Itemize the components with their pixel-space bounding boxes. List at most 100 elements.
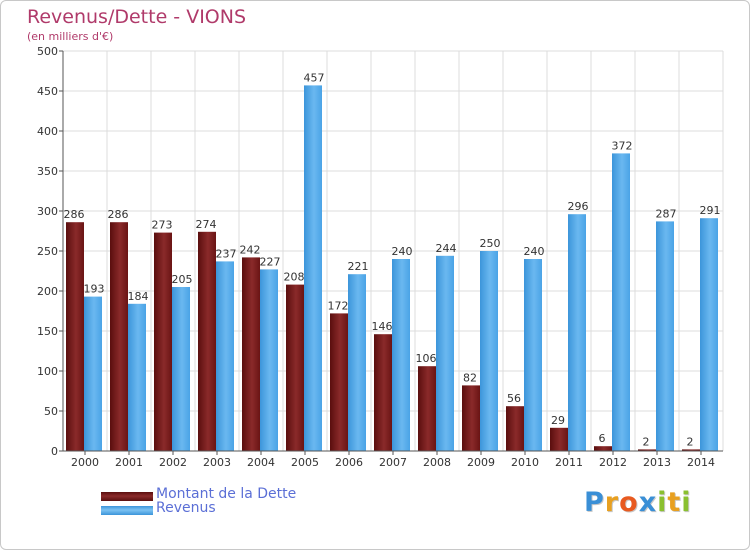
- data-label-debt: 29: [551, 414, 565, 427]
- data-label-debt: 172: [328, 299, 349, 312]
- y-tick-label: 500: [37, 45, 58, 58]
- legend-swatch-debt: [101, 492, 153, 501]
- logo-letter: o: [619, 487, 639, 518]
- data-label-revenus: 296: [568, 200, 589, 213]
- y-tick-label: 100: [37, 365, 58, 378]
- data-label-debt: 208: [284, 271, 305, 284]
- data-label-debt: 286: [108, 208, 129, 221]
- logo-letter: r: [604, 487, 620, 518]
- bar-debt: [154, 232, 172, 451]
- bar-revenus: [612, 153, 630, 451]
- y-tick-label: 250: [37, 245, 58, 258]
- data-label-revenus: 240: [392, 245, 413, 258]
- y-tick-label: 0: [51, 445, 58, 458]
- bar-revenus: [172, 287, 190, 451]
- logo-letter: i: [657, 487, 668, 518]
- logo-letter: t: [667, 487, 682, 518]
- data-label-revenus: 237: [216, 247, 237, 260]
- data-label-revenus: 291: [700, 204, 721, 217]
- bar-revenus: [348, 274, 366, 451]
- x-tick-label: 2013: [643, 456, 671, 469]
- logo-letter: i: [681, 487, 692, 518]
- bar-revenus: [524, 259, 542, 451]
- logo-letter: x: [638, 487, 658, 518]
- data-label-debt: 273: [152, 219, 173, 232]
- chart-subtitle: (en milliers d'€): [27, 30, 114, 43]
- y-tick-label: 300: [37, 205, 58, 218]
- data-label-debt: 2: [643, 435, 650, 448]
- x-tick-label: 2000: [71, 456, 99, 469]
- legend-label-revenus: Revenus: [156, 500, 216, 516]
- y-tick-label: 200: [37, 285, 58, 298]
- data-label-revenus: 240: [524, 245, 545, 258]
- chart-title: Revenus/Dette - VIONS: [27, 6, 247, 28]
- bar-revenus: [436, 255, 454, 451]
- logo-letter: P: [584, 487, 605, 518]
- x-tick-label: 2005: [291, 456, 319, 469]
- bar-debt: [638, 449, 656, 451]
- data-label-revenus: 193: [84, 283, 105, 296]
- proxiti-logo: Proxiti: [584, 487, 692, 518]
- x-tick-label: 2010: [511, 456, 539, 469]
- data-label-revenus: 250: [480, 237, 501, 250]
- bar-debt: [330, 313, 348, 451]
- data-label-revenus: 287: [656, 207, 677, 220]
- y-tick-label: 450: [37, 85, 58, 98]
- bar-revenus: [700, 218, 718, 451]
- data-label-debt: 82: [463, 371, 477, 384]
- x-tick-label: 2004: [247, 456, 275, 469]
- data-label-debt: 106: [416, 352, 437, 365]
- data-label-debt: 242: [240, 243, 261, 256]
- data-label-debt: 56: [507, 392, 521, 405]
- data-label-revenus: 205: [172, 273, 193, 286]
- data-label-revenus: 244: [436, 242, 457, 255]
- bar-debt: [418, 366, 436, 451]
- bar-debt: [682, 449, 700, 451]
- bar-debt: [242, 257, 260, 451]
- data-label-revenus: 184: [128, 290, 149, 303]
- bar-revenus: [568, 214, 586, 451]
- bar-revenus: [656, 221, 674, 451]
- x-tick-label: 2012: [599, 456, 627, 469]
- bar-revenus: [392, 259, 410, 451]
- y-tick-label: 350: [37, 165, 58, 178]
- x-tick-label: 2006: [335, 456, 363, 469]
- bar-debt: [286, 284, 304, 451]
- y-tick-label: 50: [44, 405, 58, 418]
- bar-revenus: [128, 303, 146, 451]
- bar-debt: [374, 334, 392, 451]
- legend-label-debt: Montant de la Dette: [156, 486, 297, 502]
- x-tick-label: 2001: [115, 456, 143, 469]
- x-tick-label: 2009: [467, 456, 495, 469]
- bar-debt: [198, 231, 216, 451]
- legend-swatch-revenus: [101, 506, 153, 515]
- bar-debt: [462, 385, 480, 451]
- x-tick-label: 2002: [159, 456, 187, 469]
- data-label-revenus: 457: [304, 71, 325, 84]
- bar-revenus: [304, 85, 322, 452]
- data-label-debt: 146: [372, 320, 393, 333]
- bar-revenus: [260, 269, 278, 451]
- x-tick-label: 2008: [423, 456, 451, 469]
- data-label-debt: 6: [599, 432, 606, 445]
- y-tick-label: 150: [37, 325, 58, 338]
- data-label-debt: 274: [196, 218, 217, 231]
- bar-debt: [110, 222, 128, 451]
- data-label-revenus: 372: [612, 139, 633, 152]
- data-label-debt: 286: [64, 208, 85, 221]
- x-tick-label: 2011: [555, 456, 583, 469]
- bar-debt: [550, 427, 568, 451]
- bar-revenus: [84, 296, 102, 451]
- bar-debt: [66, 222, 84, 451]
- data-label-revenus: 221: [348, 260, 369, 273]
- bar-revenus: [216, 261, 234, 451]
- x-tick-label: 2014: [687, 456, 715, 469]
- x-tick-label: 2007: [379, 456, 407, 469]
- bar-debt: [594, 446, 612, 451]
- x-tick-label: 2003: [203, 456, 231, 469]
- y-tick-label: 400: [37, 125, 58, 138]
- data-label-debt: 2: [687, 435, 694, 448]
- data-label-revenus: 227: [260, 255, 281, 268]
